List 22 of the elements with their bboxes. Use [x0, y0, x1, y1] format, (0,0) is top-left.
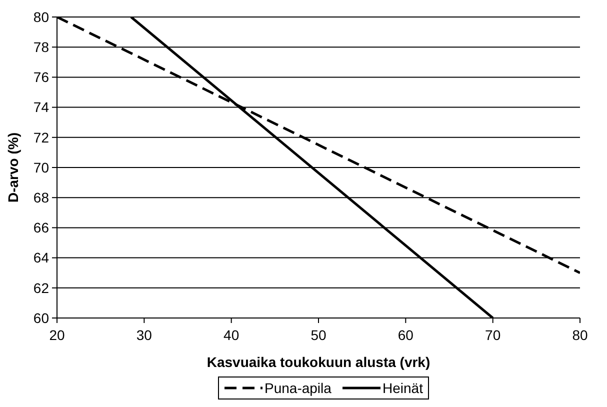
y-tick-label: 64	[33, 250, 50, 266]
y-tick-label: 80	[33, 8, 50, 25]
y-tick-label: 78	[33, 39, 50, 55]
x-tick-label: 70	[485, 327, 501, 343]
y-tick-label: 70	[33, 159, 50, 176]
x-axis-title: Kasvuaika toukokuun alusta (vrk)	[206, 354, 430, 370]
y-tick-label: 68	[33, 190, 50, 206]
y-tick-label: 60	[33, 310, 50, 326]
y-axis-title: D-arvo (%)	[5, 132, 21, 203]
y-tick-label: 62	[33, 280, 50, 296]
x-tick-label: 20	[49, 327, 65, 343]
y-tick-label: 74	[33, 99, 50, 116]
legend-label: Heinät	[382, 380, 424, 396]
y-tick-label: 66	[33, 220, 50, 236]
x-tick-label: 40	[224, 327, 240, 343]
legend-label: Puna-apila	[264, 380, 332, 396]
y-tick-label: 76	[33, 69, 50, 86]
x-tick-label: 80	[572, 327, 588, 343]
x-tick-label: 30	[136, 327, 152, 343]
y-tick-label: 72	[33, 129, 50, 146]
x-tick-label: 60	[398, 327, 414, 343]
x-tick-label: 50	[310, 327, 326, 343]
